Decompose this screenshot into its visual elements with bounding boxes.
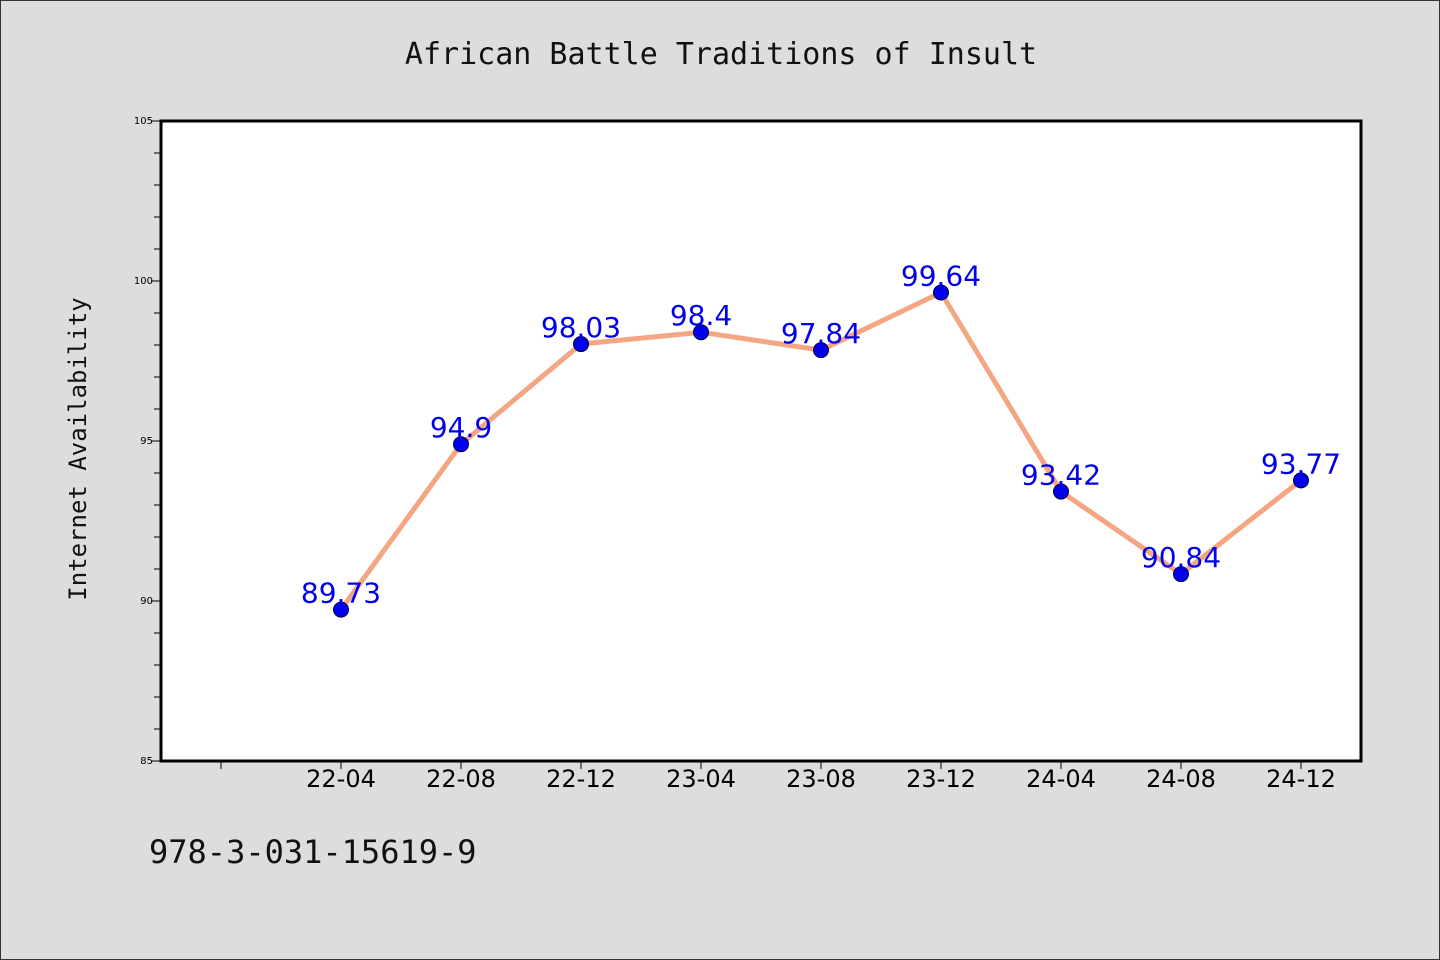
data-point xyxy=(1173,566,1189,583)
x-tick-label: 22-08 xyxy=(426,765,496,793)
x-tick-label: 24-08 xyxy=(1146,765,1216,793)
y-tick-label: 105 xyxy=(134,116,153,127)
y-tick-label: 95 xyxy=(140,436,153,447)
y-axis-ticks: 85 90 95 100 105 xyxy=(134,116,161,767)
series-markers xyxy=(333,284,1309,618)
data-label: 90.84 xyxy=(1141,541,1221,574)
y-tick-label: 100 xyxy=(134,276,153,287)
y-tick-label: 90 xyxy=(140,596,153,607)
data-label: 89.73 xyxy=(301,577,381,610)
x-tick-label: 22-12 xyxy=(546,765,616,793)
plot-area xyxy=(159,119,1363,763)
x-tick-label: 24-04 xyxy=(1026,765,1096,793)
x-axis-ticks: 22-04 22-08 22-12 23-04 23-08 23-12 24-04 24-08… xyxy=(220,761,1336,793)
x-tick-label: 23-12 xyxy=(906,765,976,793)
data-label: 98.4 xyxy=(670,299,732,332)
data-label: 93.42 xyxy=(1021,459,1101,492)
x-tick-label: 22-04 xyxy=(306,765,376,793)
data-point xyxy=(573,336,589,353)
data-label: 94.9 xyxy=(430,411,492,444)
data-label: 98.03 xyxy=(541,311,621,344)
data-point xyxy=(1293,472,1309,489)
data-point xyxy=(1053,483,1069,500)
data-label: 99.64 xyxy=(901,260,981,293)
data-point xyxy=(933,284,949,301)
y-tick-label: 85 xyxy=(140,756,153,767)
x-tick-label: 23-04 xyxy=(666,765,736,793)
data-point xyxy=(693,324,709,341)
chart-title: African Battle Traditions of Insult xyxy=(405,37,1037,72)
data-point xyxy=(813,342,829,359)
series-data-labels: 89.73 94.9 98.03 98.4 97.84 99.64 93.42 90.84 93… xyxy=(301,260,1341,610)
data-point xyxy=(453,436,469,453)
footer-code: 978-3-031-15619-9 xyxy=(149,833,477,871)
data-label: 93.77 xyxy=(1261,447,1341,480)
data-label: 97.84 xyxy=(781,317,861,350)
y-axis-label: Internet Availability xyxy=(64,297,92,600)
data-point xyxy=(333,601,349,618)
x-tick-label: 24-12 xyxy=(1266,765,1336,793)
x-tick-label: 23-08 xyxy=(786,765,856,793)
